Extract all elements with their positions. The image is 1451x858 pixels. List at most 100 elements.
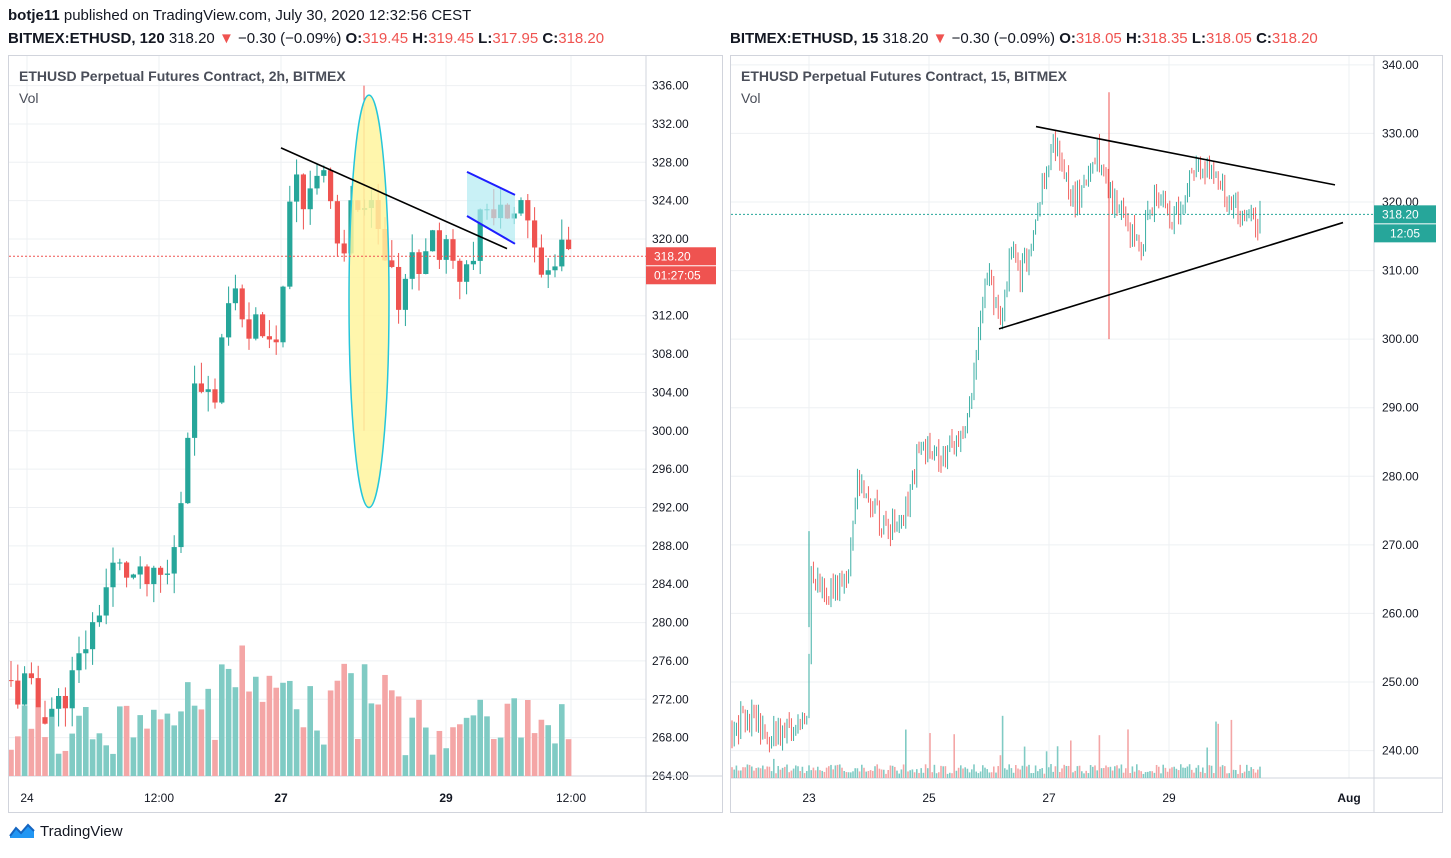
left-countdown-bg (646, 266, 716, 285)
right-volume-bar (1195, 767, 1197, 778)
right-volume-bar (733, 769, 735, 778)
right-volume-bar (1140, 771, 1142, 778)
right-x-tick-label: 25 (922, 791, 936, 805)
left-volume-bar (178, 711, 184, 776)
right-volume-bar (1085, 770, 1087, 778)
right-volume-bar (896, 770, 898, 778)
left-candle-body (266, 336, 272, 340)
left-volume-bar (518, 737, 524, 776)
left-volume-bar (185, 682, 191, 776)
right-volume-bar (1221, 765, 1224, 778)
right-volume-bar (1147, 771, 1149, 778)
right-volume-bar (1087, 773, 1090, 778)
right-volume-bar (953, 734, 955, 778)
tradingview-logo[interactable]: TradingView (8, 822, 123, 840)
right-y-tick-label: 260.00 (1382, 606, 1419, 620)
right-volume-bar (1008, 764, 1010, 778)
right-volume-bar (1171, 767, 1173, 778)
right-volume-bar (1257, 769, 1259, 778)
right-volume-bar (922, 772, 925, 778)
right-volume-bar (1019, 769, 1021, 778)
left-volume-bar (151, 709, 157, 776)
left-y-tick-label: 272.00 (652, 692, 689, 706)
right-volume-bar (1199, 771, 1202, 778)
right-volume-bar (973, 764, 975, 778)
right-volume-bar (1081, 771, 1083, 778)
left-volume-bar (491, 739, 497, 776)
right-volume-bar (854, 768, 856, 778)
left-candle-body (192, 383, 198, 438)
right-volume-bar (1208, 765, 1211, 778)
right-volume-bar (1122, 772, 1125, 778)
right-volume-bar (1096, 770, 1098, 778)
left-candle-body (532, 220, 538, 248)
right-volume-bar (753, 770, 755, 778)
left-volume-bar (83, 707, 89, 776)
right-volume-bar (979, 771, 982, 778)
right-volume-bar (1186, 766, 1189, 778)
author[interactable]: botje11 (8, 7, 60, 24)
left-candle-body (280, 286, 286, 343)
right-volume-bar (775, 773, 777, 778)
right-volume-bar (836, 764, 839, 778)
right-volume-bar (1023, 746, 1026, 778)
left-symbol: BITMEX:ETHUSD, 120 (8, 30, 165, 47)
right-volume-bar (759, 768, 762, 778)
right-volume-bar (927, 768, 929, 778)
left-volume-bar (463, 717, 470, 776)
left-candle-body (287, 201, 293, 287)
left-x-tick-label: 24 (20, 791, 34, 805)
right-volume-bar (814, 770, 817, 778)
right-volume-bar (731, 767, 733, 778)
left-volume-bar (9, 749, 14, 776)
left-volume-bar (15, 736, 21, 776)
left-volume-bar (450, 727, 456, 776)
left-countdown: 01:27:05 (654, 268, 701, 282)
left-volume-bar (497, 737, 504, 776)
left-candle-body (219, 337, 225, 403)
right-volume-bar (905, 729, 907, 778)
left-candle-body (518, 200, 524, 214)
right-volume-bar (1094, 765, 1096, 778)
left-open: 319.45 (362, 30, 409, 47)
right-volume-bar (768, 766, 771, 778)
left-candle-body (56, 695, 62, 709)
right-volume-bar (1059, 772, 1061, 778)
left-price-tag: 318.20 (654, 249, 691, 263)
left-volume-bar (164, 713, 171, 776)
left-candle-body (28, 673, 34, 679)
right-volume-bar (843, 770, 845, 778)
left-volume-bar (239, 645, 245, 776)
left-ohlc-bar: BITMEX:ETHUSD, 120 318.20 ▼ −0.30 (−0.09… (8, 30, 604, 47)
right-x-tick-label: Aug (1337, 791, 1360, 805)
left-chart-panel[interactable]: 336.00332.00328.00324.00320.00316.00312.… (8, 55, 723, 813)
right-volume-bar (1175, 768, 1178, 778)
left-volume-bar (171, 725, 177, 776)
left-chart-svg[interactable]: 336.00332.00328.00324.00320.00316.00312.… (9, 56, 722, 812)
right-volume-bar (1182, 767, 1184, 778)
right-change: −0.30 (−0.09%) (951, 30, 1056, 47)
right-volume-bar (968, 772, 971, 778)
left-candle-body (239, 288, 245, 320)
right-chart-svg[interactable]: 340.00330.00320.00310.00300.00290.00280.… (731, 56, 1442, 812)
right-volume-bar (795, 765, 797, 778)
right-y-tick-label: 270.00 (1382, 538, 1419, 552)
right-volume-bar (751, 766, 753, 778)
right-volume-bar (867, 771, 870, 778)
right-volume-bar (1151, 771, 1153, 778)
left-candle-body (144, 566, 150, 585)
right-volume-bar (1114, 766, 1116, 778)
right-volume-bar (839, 764, 841, 778)
left-volume-bar (144, 728, 150, 776)
right-volume-bar (1065, 765, 1068, 778)
right-volume-bar (1039, 768, 1041, 778)
left-y-tick-label: 308.00 (652, 347, 689, 361)
left-candle-body (178, 503, 184, 548)
right-volume-bar (982, 765, 984, 778)
right-volume-bar (1224, 766, 1226, 778)
right-chart-panel[interactable]: 340.00 330.00 320.00 310.00 300.00 290.00 280.… (730, 55, 1443, 813)
left-candle-body (464, 264, 470, 282)
right-volume-bar (984, 767, 986, 778)
right-volume-bar (746, 764, 749, 778)
right-volume-bar (933, 764, 936, 778)
